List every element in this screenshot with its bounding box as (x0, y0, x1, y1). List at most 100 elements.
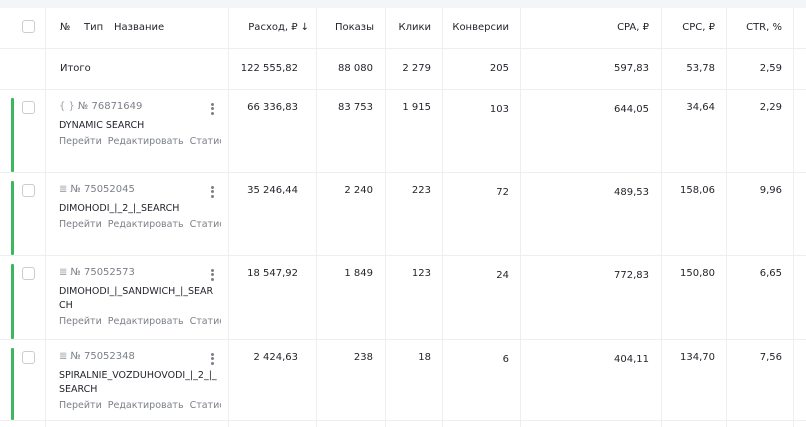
table-row[interactable]: ≣ № 75052348 SPIRALNIE_VOZDUHOVODI_|_2_|_… (0, 340, 806, 420)
more-actions-icon[interactable] (211, 351, 214, 366)
header-conversions[interactable]: Конверсии (452, 22, 509, 33)
total-label: Итого (60, 63, 91, 74)
campaign-actions: Перейти Редактировать Статистика (59, 400, 221, 411)
row-checkbox[interactable] (22, 267, 35, 280)
header-cpa[interactable]: CPA, ₽ (617, 22, 649, 33)
text-campaign-icon: ≣ (59, 184, 68, 195)
status-indicator (11, 181, 14, 255)
row-cpc: 158,06 (680, 185, 715, 196)
header-cpc[interactable]: CPC, ₽ (682, 22, 715, 33)
row-conversions: 6 (502, 354, 509, 365)
select-all-checkbox[interactable] (22, 20, 35, 33)
edit-link[interactable]: Редактировать (107, 136, 184, 147)
row-impressions: 238 (353, 352, 373, 363)
row-cpa: 772,83 (614, 270, 649, 281)
stats-link[interactable]: Статистика (189, 400, 221, 411)
row-cpc: 134,70 (680, 352, 715, 363)
divider (0, 339, 806, 340)
table-row[interactable]: ≣ № 75052045 DIMOHODI_|_2_|_SEARCH Перейт… (0, 173, 806, 255)
campaign-id: ≣ № 75052348 (59, 351, 135, 362)
col-cpc (662, 8, 727, 427)
campaign-id: { } № 76871649 (59, 101, 142, 112)
campaign-id-text: № 75052573 (70, 267, 135, 278)
col-clicks (386, 8, 443, 427)
row-cost: 66 336,83 (247, 102, 298, 113)
row-cost: 18 547,92 (247, 268, 298, 279)
campaign-name[interactable]: DIMOHODI_|_SANDWICH_|_SEARCH (59, 286, 214, 311)
col-ctr (727, 8, 794, 427)
campaign-id-text: № 75052045 (70, 184, 135, 195)
row-conversions: 24 (496, 270, 509, 281)
row-clicks: 123 (411, 268, 431, 279)
row-checkbox[interactable] (22, 351, 35, 364)
total-cpc: 53,78 (686, 63, 715, 74)
col-name (46, 8, 229, 427)
campaign-id-text: № 75052348 (70, 351, 135, 362)
header-num[interactable]: № (60, 22, 71, 33)
col-cost (229, 8, 317, 427)
status-indicator (11, 348, 14, 420)
goto-link[interactable]: Перейти (59, 219, 102, 230)
row-cpc: 34,64 (686, 102, 715, 113)
campaign-name[interactable]: SPIRALNIE_VOZDUHOVODI_|_2_|_SEARCH (59, 370, 217, 395)
more-actions-icon[interactable] (211, 101, 214, 116)
row-impressions: 83 753 (338, 102, 373, 113)
campaign-id: ≣ № 75052045 (59, 184, 135, 195)
row-ctr: 2,29 (759, 102, 782, 113)
table-header: № Тип Название Расход, ₽ ↓ Показы Клики К… (0, 8, 806, 48)
header-type[interactable]: Тип (84, 22, 104, 33)
row-ctr: 9,96 (759, 185, 782, 196)
goto-link[interactable]: Перейти (59, 400, 102, 411)
row-clicks: 18 (418, 352, 431, 363)
campaign-id-text: № 76871649 (77, 101, 143, 112)
table-row[interactable]: { } № 76871649 DYNAMIC SEARCH Перейти Реда… (0, 90, 806, 172)
stats-link[interactable]: Статистика (189, 219, 221, 230)
row-cost: 2 424,63 (253, 352, 298, 363)
row-checkbox[interactable] (22, 184, 35, 197)
divider (0, 172, 806, 173)
header-clicks[interactable]: Клики (398, 22, 431, 33)
header-impressions[interactable]: Показы (334, 22, 374, 33)
text-campaign-icon: ≣ (59, 351, 68, 362)
row-checkbox[interactable] (22, 101, 35, 114)
divider (0, 48, 806, 49)
row-ctr: 7,56 (759, 352, 782, 363)
campaign-actions: Перейти Редактировать Статистика (59, 136, 221, 147)
edit-link[interactable]: Редактировать (107, 316, 184, 327)
total-conversions: 205 (489, 63, 509, 74)
header-ctr[interactable]: CTR, % (746, 22, 782, 33)
row-cpa: 489,53 (614, 187, 649, 198)
campaign-actions: Перейти Редактировать Статистика (59, 219, 221, 230)
col-impressions (317, 8, 386, 427)
col-conversions (443, 8, 521, 427)
row-clicks: 1 915 (402, 102, 431, 113)
campaign-name[interactable]: DYNAMIC SEARCH (59, 120, 145, 131)
divider (0, 255, 806, 256)
row-impressions: 2 240 (344, 185, 373, 196)
total-cpa: 597,83 (614, 63, 649, 74)
row-conversions: 72 (496, 187, 509, 198)
more-actions-icon[interactable] (211, 184, 214, 199)
divider (0, 89, 806, 90)
col-checkbox (0, 8, 46, 427)
header-cost[interactable]: Расход, ₽ ↓ (248, 22, 309, 33)
campaign-id: ≣ № 75052573 (59, 267, 135, 278)
campaign-actions: Перейти Редактировать Статистика (59, 316, 221, 327)
campaigns-table: № Тип Название Расход, ₽ ↓ Показы Клики К… (0, 8, 806, 427)
row-cpc: 150,80 (680, 268, 715, 279)
campaign-name[interactable]: DIMOHODI_|_2_|_SEARCH (59, 203, 180, 214)
row-cpa: 404,11 (614, 354, 649, 365)
edit-link[interactable]: Редактировать (107, 219, 184, 230)
header-name[interactable]: Название (114, 22, 165, 33)
more-actions-icon[interactable] (211, 267, 214, 282)
total-clicks: 2 279 (402, 63, 431, 74)
stats-link[interactable]: Статистика (189, 316, 221, 327)
goto-link[interactable]: Перейти (59, 136, 102, 147)
table-row[interactable]: ≣ № 75052573 DIMOHODI_|_SANDWICH_|_SEARCH… (0, 256, 806, 339)
edit-link[interactable]: Редактировать (107, 400, 184, 411)
sort-desc-icon: ↓ (300, 22, 309, 33)
stats-link[interactable]: Статистика (189, 136, 221, 147)
goto-link[interactable]: Перейти (59, 316, 102, 327)
status-indicator (11, 264, 14, 339)
total-cost: 122 555,82 (240, 63, 298, 74)
